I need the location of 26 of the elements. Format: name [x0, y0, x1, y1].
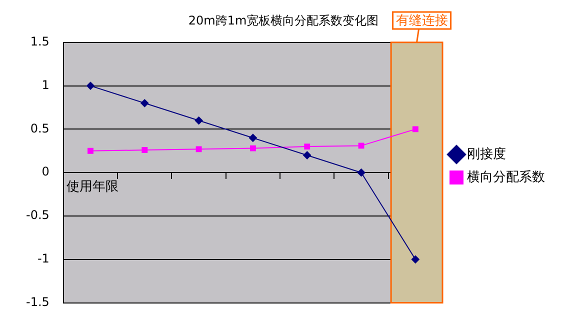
point — [357, 168, 366, 177]
point — [303, 151, 312, 160]
point — [304, 144, 310, 150]
y-tick-label: -0.5 — [26, 208, 50, 222]
point — [250, 145, 256, 152]
y-tick-label: 0.5 — [30, 121, 50, 136]
point — [358, 142, 364, 149]
chart-title: 20m跨1m宽板横向分配系数变化图 — [188, 13, 379, 28]
point — [88, 148, 94, 154]
point — [194, 116, 203, 125]
point — [248, 134, 257, 142]
y-tick-label: 1 — [42, 78, 50, 92]
x-axis-title: 使用年限 — [66, 179, 118, 194]
y-tick-label: 1.5 — [30, 34, 50, 49]
point — [411, 255, 420, 264]
y-tick-label: 0 — [42, 164, 50, 179]
text: 有缝连接 — [396, 13, 448, 28]
y-tick-label: -1.5 — [26, 294, 50, 309]
y-tick-label: -1 — [37, 252, 50, 266]
point — [196, 146, 202, 152]
point — [140, 99, 149, 108]
point — [142, 147, 148, 154]
legend-label: 横向分配系数 — [467, 170, 545, 185]
legend-label: 刚接度 — [467, 146, 506, 162]
point — [86, 82, 94, 90]
point — [412, 126, 418, 132]
